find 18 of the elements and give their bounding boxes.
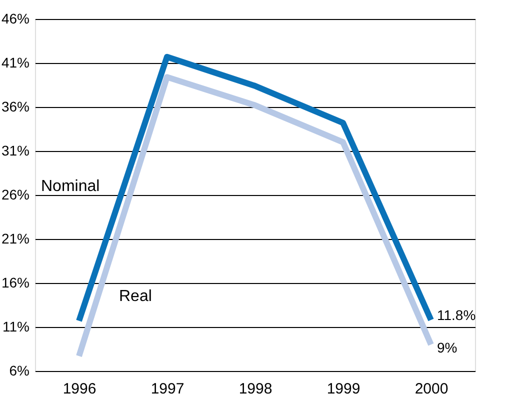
y-tick-label: 6%: [9, 362, 30, 378]
y-tick-label: 36%: [1, 98, 30, 114]
y-tick-label: 21%: [1, 230, 30, 246]
y-tick-label: 11%: [2, 318, 30, 334]
data-label: 11.8%: [437, 306, 476, 323]
y-tick-label: 16%: [1, 274, 30, 290]
y-tick-label: 26%: [1, 186, 30, 202]
x-tick-label: 1997: [150, 380, 184, 398]
data-label: 9%: [437, 340, 458, 356]
x-tick-label: 1998: [238, 380, 272, 398]
y-tick-label: 46%: [1, 10, 30, 26]
y-tick-label: 41%: [1, 54, 30, 70]
series-label: Real: [119, 288, 152, 306]
x-tick-label: 1999: [326, 380, 360, 398]
y-tick-label: 31%: [1, 142, 30, 158]
series-label: Nominal: [41, 178, 100, 195]
x-tick-label: 2000: [414, 380, 448, 398]
x-tick-label: 1996: [62, 380, 96, 398]
